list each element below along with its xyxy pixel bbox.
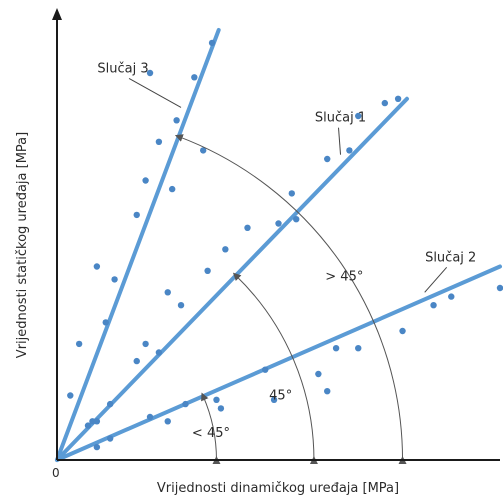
slucaj-3-point — [146, 69, 154, 77]
slucaj-2-point — [430, 302, 437, 309]
angle-annotation-3-arc — [201, 392, 221, 465]
angle-annotation-1-arc — [174, 134, 407, 465]
slucaj-1-point — [133, 357, 140, 365]
slucaj-2-point — [355, 345, 362, 352]
slucaj-3-point — [89, 418, 96, 425]
slucaj-1-point — [394, 95, 402, 103]
slucaj-3-line — [55, 28, 221, 462]
slucaj-1-point — [93, 418, 101, 425]
slucaj-2-point — [106, 435, 114, 442]
slucaj-2-leader-line — [424, 266, 448, 293]
slucaj-2-point — [399, 327, 406, 335]
y-axis-arrow-icon — [52, 8, 62, 20]
slucaj-2-label: Slučaj 2 — [425, 250, 476, 265]
slucaj-1-point — [288, 190, 295, 197]
slucaj-3-point — [67, 392, 74, 399]
slucaj-1-point — [244, 224, 251, 231]
slucaj-1-point — [324, 155, 331, 163]
slucaj-2-point — [93, 443, 101, 451]
slucaj-2-line — [55, 264, 502, 462]
slucaj-3-point — [191, 74, 198, 81]
slucaj-1-point — [155, 349, 163, 356]
y-axis-label: Vrijednosti statičkog uređaja [MPa] — [15, 132, 30, 358]
slucaj-2-point — [448, 293, 455, 300]
slucaj-2-point — [164, 418, 171, 425]
x-axis-label: Vrijednosti dinamičkog uređaja [MPa] — [157, 481, 399, 496]
slucaj-2-point — [315, 370, 322, 378]
angle-annotations: > 45° 45° < 45° — [174, 134, 407, 465]
slucaj-1-leader-line — [338, 127, 342, 155]
slucaj-3-label: Slučaj 3 — [97, 61, 148, 76]
angle-annotation-2-arc — [232, 272, 318, 465]
axes — [52, 8, 500, 461]
slucaj-2-point — [262, 366, 269, 373]
series-labels: Slučaj 3 Slučaj 1 Slučaj 2 — [97, 61, 476, 293]
slucaj-2-point — [324, 388, 331, 395]
slucaj-1-point — [381, 99, 389, 107]
slucaj-3-point — [102, 319, 109, 326]
slucaj-1-point — [164, 289, 171, 296]
slucaj-3-point — [133, 211, 140, 219]
slucaj-2-point — [213, 396, 220, 403]
slucaj-1-point — [275, 220, 282, 227]
slucaj-2-point — [217, 405, 225, 412]
slucaj-1-point — [84, 422, 92, 429]
angle-annotation-3-label: < 45° — [192, 426, 230, 441]
slucaj-3-point — [111, 276, 118, 283]
slucaj-3-point — [168, 185, 176, 193]
slucaj-3-point — [173, 117, 180, 124]
slucaj-1-point — [177, 302, 185, 309]
slucaj-1-point — [355, 112, 362, 120]
slucaj-1-point — [204, 267, 211, 274]
slucaj-2-point — [182, 400, 189, 408]
slucaj-2-point — [496, 284, 503, 292]
slucaj-3-point — [142, 177, 149, 184]
slucaj-1-label: Slučaj 1 — [315, 111, 366, 126]
slucaj-1-point — [222, 246, 229, 253]
slucaj-3-point — [93, 263, 101, 270]
slucaj-3-leader-line — [128, 77, 182, 108]
slucaj-1-point — [293, 216, 300, 223]
slucaj-2-point — [332, 345, 340, 352]
slucaj-3-point — [142, 340, 149, 348]
slucaj-3-point — [155, 138, 163, 145]
slucaj-1-point — [106, 400, 114, 408]
slucaj-3-point — [208, 39, 216, 47]
slucaj-3-point — [75, 340, 83, 348]
origin-label: 0 — [52, 466, 60, 480]
slucaj-1-point — [346, 147, 353, 154]
slucaj-2-point — [146, 413, 154, 421]
angle-annotation-1-label: > 45° — [325, 270, 363, 285]
angle-annotation-2-label: 45° — [269, 389, 292, 404]
